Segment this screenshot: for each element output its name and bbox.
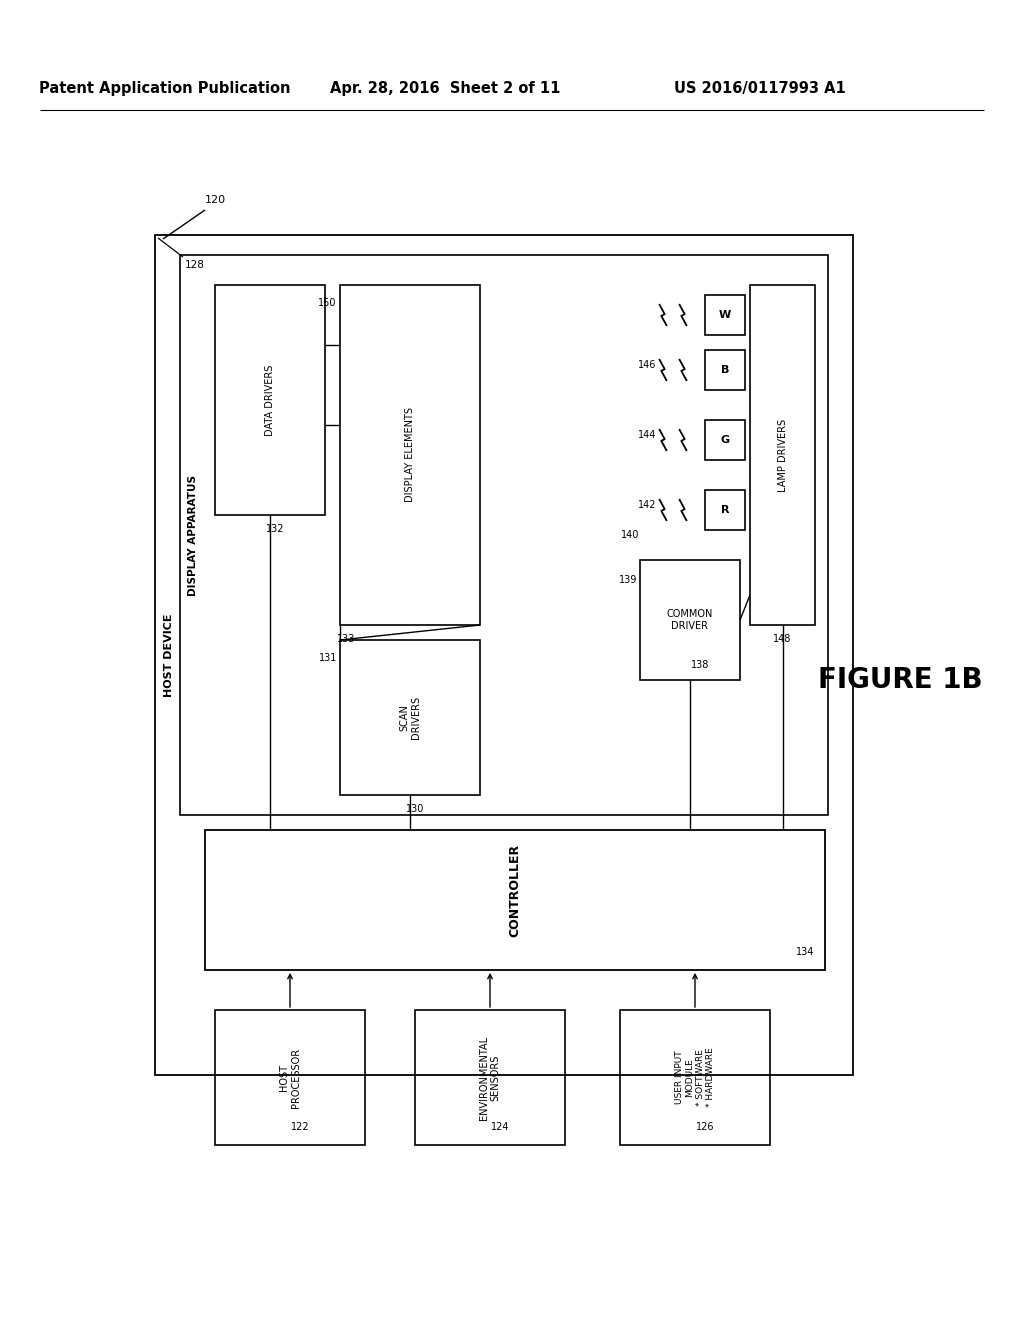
Text: Patent Application Publication: Patent Application Publication — [39, 81, 291, 95]
Text: SCAN
DRIVERS: SCAN DRIVERS — [399, 696, 421, 739]
Bar — [215, 1010, 365, 1144]
Bar — [155, 235, 853, 1074]
Bar — [415, 1010, 565, 1144]
Text: 131: 131 — [318, 653, 337, 663]
Text: R: R — [721, 506, 729, 515]
Bar — [215, 285, 325, 515]
Text: 150: 150 — [317, 298, 336, 308]
Text: 138: 138 — [691, 660, 710, 671]
Text: 126: 126 — [695, 1122, 715, 1133]
Text: 139: 139 — [618, 576, 637, 585]
Text: 140: 140 — [621, 531, 639, 540]
Text: HOST
PROCESSOR: HOST PROCESSOR — [280, 1048, 301, 1107]
Text: 134: 134 — [796, 946, 814, 957]
Text: DISPLAY APPARATUS: DISPLAY APPARATUS — [188, 474, 198, 595]
Text: USER INPUT
MODULE
* SOFTWARE
* HARDWARE: USER INPUT MODULE * SOFTWARE * HARDWARE — [675, 1048, 715, 1107]
Bar — [705, 420, 745, 459]
Bar — [705, 490, 745, 531]
Text: 142: 142 — [638, 500, 656, 510]
Bar — [750, 285, 815, 624]
Text: W: W — [719, 310, 731, 319]
Bar — [640, 560, 740, 680]
Bar — [340, 285, 480, 624]
Text: FIGURE 1B: FIGURE 1B — [818, 667, 982, 694]
Text: 133: 133 — [337, 634, 355, 644]
Text: 132: 132 — [266, 524, 285, 535]
Text: Apr. 28, 2016  Sheet 2 of 11: Apr. 28, 2016 Sheet 2 of 11 — [330, 81, 560, 95]
Text: 122: 122 — [291, 1122, 309, 1133]
Text: DATA DRIVERS: DATA DRIVERS — [265, 364, 275, 436]
Text: ENVIRONMENTAL
SENSORS: ENVIRONMENTAL SENSORS — [479, 1035, 501, 1119]
Text: 130: 130 — [406, 804, 424, 814]
Bar — [180, 255, 828, 814]
Text: CONTROLLER: CONTROLLER — [509, 843, 521, 937]
Bar — [340, 640, 480, 795]
Bar — [205, 830, 825, 970]
Text: 124: 124 — [490, 1122, 509, 1133]
Text: B: B — [721, 366, 729, 375]
Text: DISPLAY ELEMENTS: DISPLAY ELEMENTS — [406, 408, 415, 503]
Text: 128: 128 — [185, 260, 205, 271]
Text: 144: 144 — [638, 430, 656, 440]
Bar — [620, 1010, 770, 1144]
Text: 146: 146 — [638, 360, 656, 370]
Text: 148: 148 — [773, 634, 792, 644]
Bar — [705, 294, 745, 335]
Text: G: G — [721, 436, 729, 445]
Text: HOST DEVICE: HOST DEVICE — [164, 614, 174, 697]
Text: US 2016/0117993 A1: US 2016/0117993 A1 — [674, 81, 846, 95]
Text: 120: 120 — [205, 195, 225, 205]
Bar — [705, 350, 745, 389]
Text: COMMON
DRIVER: COMMON DRIVER — [667, 610, 713, 631]
Text: LAMP DRIVERS: LAMP DRIVERS — [777, 418, 787, 491]
